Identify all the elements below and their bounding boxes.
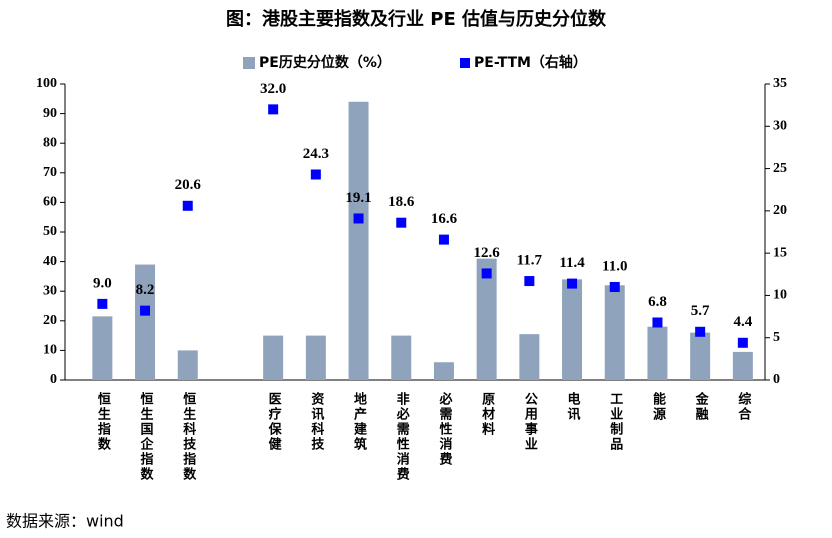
bar <box>305 335 326 380</box>
y-tick-label: 10 <box>43 343 57 358</box>
x-tick-label: 恒生指数 <box>95 391 111 452</box>
point <box>140 305 151 316</box>
y2-tick-label: 10 <box>773 288 787 303</box>
y2-tick-label: 0 <box>773 372 780 387</box>
x-tick-label: 原材料 <box>479 392 495 437</box>
x-tick-label: 电讯 <box>565 391 581 422</box>
point <box>268 104 279 115</box>
y-tick-label: 70 <box>43 165 57 180</box>
y-tick-label: 80 <box>43 135 57 150</box>
point <box>438 234 449 245</box>
bar <box>604 285 625 380</box>
value-label: 11.4 <box>559 255 585 271</box>
x-tick-label: 恒生国企指数 <box>138 391 155 482</box>
x-tick-label: 资讯科技 <box>308 391 324 452</box>
bar <box>348 101 369 380</box>
bar <box>519 334 540 380</box>
x-tick-label: 工业制品 <box>607 392 623 452</box>
x-tick-label: 公用事业 <box>522 392 539 452</box>
bar <box>433 362 454 380</box>
y-tick-label: 60 <box>43 195 57 210</box>
value-label: 6.8 <box>648 294 667 310</box>
value-label: 11.7 <box>517 252 543 268</box>
bar <box>391 335 412 380</box>
y-tick-label: 0 <box>50 372 57 387</box>
x-tick-label: 金融 <box>693 391 710 422</box>
bar <box>647 326 668 380</box>
value-label: 9.0 <box>93 275 112 291</box>
x-tick-label: 医疗保健 <box>266 392 283 452</box>
bar <box>135 264 156 380</box>
bar <box>732 351 753 380</box>
value-label: 19.1 <box>345 190 371 206</box>
x-tick-label: 综合 <box>735 391 751 422</box>
y2-tick-label: 35 <box>773 76 787 91</box>
legend-swatch <box>243 57 255 69</box>
point <box>396 217 407 228</box>
bar <box>263 335 284 380</box>
y-tick-label: 100 <box>36 76 57 91</box>
y-tick-label: 50 <box>43 224 57 239</box>
value-label: 12.6 <box>474 245 501 261</box>
point <box>695 326 706 337</box>
point <box>652 317 663 328</box>
bar <box>177 350 198 380</box>
y2-tick-label: 30 <box>773 119 787 134</box>
y-tick-label: 20 <box>43 313 57 328</box>
legend-label: PE-TTM（右轴） <box>474 54 587 71</box>
x-tick-label: 地产建筑 <box>351 391 367 452</box>
point <box>524 276 535 287</box>
y-tick-label: 40 <box>43 254 57 269</box>
x-tick-label: 恒生科技指数 <box>180 391 196 482</box>
bar <box>690 332 711 380</box>
x-tick-label: 能源 <box>650 391 666 422</box>
value-label: 8.2 <box>136 282 155 298</box>
source: 数据来源：wind <box>6 512 124 531</box>
value-label: 16.6 <box>431 211 458 227</box>
legend-label: PE历史分位数（%） <box>259 54 391 71</box>
point <box>567 278 578 289</box>
bar <box>562 279 583 380</box>
value-label: 11.0 <box>602 258 627 274</box>
point <box>481 268 492 279</box>
y2-tick-label: 5 <box>773 330 780 345</box>
value-label: 4.4 <box>733 314 752 330</box>
legend-swatch <box>460 58 470 68</box>
point <box>97 298 108 309</box>
point <box>353 213 364 224</box>
chart-title: 图：港股主要指数及行业 PE 估值与历史分位数 <box>226 8 607 30</box>
bar <box>92 316 113 380</box>
value-label: 24.3 <box>303 146 329 162</box>
point <box>737 337 748 348</box>
y2-tick-label: 15 <box>773 245 787 260</box>
value-label: 5.7 <box>691 303 710 319</box>
y2-tick-label: 25 <box>773 161 787 176</box>
point <box>609 281 620 292</box>
y-tick-label: 30 <box>43 283 57 298</box>
value-label: 18.6 <box>388 194 415 210</box>
point <box>310 169 321 180</box>
value-label: 20.6 <box>175 177 202 193</box>
bar <box>476 258 497 380</box>
value-label: 32.0 <box>260 81 286 97</box>
y-tick-label: 90 <box>43 106 57 121</box>
point <box>182 200 193 211</box>
y2-tick-label: 20 <box>773 203 787 218</box>
x-tick-label: 必需性消费 <box>436 391 453 467</box>
x-tick-label: 非必需性消费 <box>394 391 411 482</box>
